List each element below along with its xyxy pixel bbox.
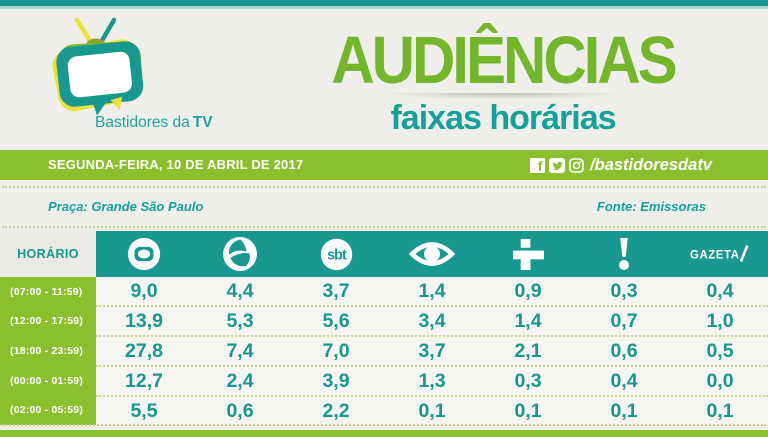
rating-value: 0,6 [610,339,638,362]
table-row: 12,7 2,4 3,9 1,3 0,3 0,4 0,0 [96,367,768,397]
dotted-divider [2,186,766,188]
rating-value: 0,4 [610,369,638,392]
time-slot-label: (18:00 - 23:59) [10,344,84,357]
band-eye-icon [409,242,455,266]
date-bar: SEGUNDA-FEIRA, 10 DE ABRIL DE 2017 f /ba… [0,150,768,180]
rating-value: 0,9 [514,279,542,302]
rating-value: 9,0 [130,279,158,302]
gazeta-wordmark-icon: GAZETA [690,245,749,262]
rating-value: 3,4 [418,309,446,332]
rating-value: 5,3 [226,309,254,332]
rating-value: 3,9 [322,369,350,392]
facebook-icon: f [530,157,546,173]
date-label: SEGUNDA-FEIRA, 10 DE ABRIL DE 2017 [48,157,304,172]
title-block: AUDIÊNCIAS faixas horárias [300,26,706,138]
rating-value: 0,1 [514,399,542,422]
table-row: 27,8 7,4 7,0 3,7 2,1 0,6 0,5 [96,337,768,367]
rating-value: 0,1 [610,399,638,422]
channel-logo-gazeta: GAZETA [672,231,768,277]
social-handle: /bastidoresdatv [590,155,712,174]
time-slot-label: (02:00 - 05:59) [10,404,84,417]
rating-value: 4,4 [226,279,254,302]
record-icon [223,237,257,271]
rating-value: 1,3 [418,369,446,392]
channel-logo-sbt: sbt [288,231,384,277]
channel-header-band: sbt [96,231,768,277]
instagram-icon [569,157,584,173]
rating-value: 27,8 [125,339,163,362]
channel-logo-redetv [576,231,672,277]
table-body: (07:00 - 11:59) (12:00 - 17:59) (18:00 -… [0,277,768,425]
brand-logo: Bastidores da TV [46,12,266,137]
globo-icon [127,237,161,271]
rating-value: 12,7 [125,369,163,392]
rating-value: 0,3 [610,279,638,302]
rating-value: 1,4 [418,279,446,302]
time-slot-label: (00:00 - 01:59) [10,374,84,387]
time-slot-column: (07:00 - 11:59) (12:00 - 17:59) (18:00 -… [0,277,96,425]
rating-value: 1,0 [706,309,734,332]
brand-name-bold: TV [192,114,213,131]
time-slot-label: (12:00 - 17:59) [10,315,84,328]
page-title: AUDIÊNCIAS [331,22,677,98]
rating-value: 3,7 [322,279,350,302]
ratings-grid: 9,0 4,4 3,7 1,4 0,9 0,3 0,4 13,9 5,3 5,6… [96,277,768,425]
rating-value: 7,0 [322,339,350,362]
fonte-label: Fonte: Emissoras [596,199,706,214]
svg-text:GAZETA: GAZETA [690,250,739,262]
channel-logo-globo [96,231,192,277]
rating-value: 13,9 [125,309,163,332]
twitter-icon [549,157,566,173]
social-block: f /bastidoresdatv [530,150,712,180]
rating-value: 0,5 [706,339,734,362]
rating-value: 0,3 [514,369,542,392]
top-teal-bar [0,0,768,6]
cultura-cross-icon [512,238,544,270]
top-teal-bar-light [0,6,768,9]
table-row: 5,5 0,6 2,2 0,1 0,1 0,1 0,1 [96,397,768,425]
rating-value: 2,4 [226,369,254,392]
table-row: 13,9 5,3 5,6 3,4 1,4 0,7 1,0 [96,307,768,337]
rating-value: 0,0 [706,369,734,392]
rating-value: 5,6 [322,309,350,332]
table-row: 9,0 4,4 3,7 1,4 0,9 0,3 0,4 [96,277,768,307]
title-shadow [328,93,678,102]
rating-value: 1,4 [514,309,542,332]
channel-logo-band [384,231,480,277]
horario-header: HORÁRIO [0,231,96,277]
dotted-divider [2,226,766,228]
rating-value: 5,5 [130,399,158,422]
praca-label: Praça: Grande São Paulo [48,199,204,214]
rating-value: 0,4 [706,279,734,302]
bottom-green-bar [0,430,768,437]
rating-value: 2,1 [514,339,542,362]
rating-value: 0,1 [418,399,446,422]
time-slot-label: (07:00 - 11:59) [10,285,83,298]
brand-wordmark: Bastidores da TV [95,114,213,132]
rating-value: 0,6 [226,399,254,422]
rating-value: 0,1 [706,399,734,422]
svg-text:f: f [538,159,543,173]
dotted-divider [2,424,766,426]
redetv-exclamation-icon [619,238,629,270]
rating-value: 3,7 [418,339,446,362]
channel-logo-cultura [480,231,576,277]
page-subtitle: faixas horárias [390,99,616,137]
table-header: HORÁRIO sbt [0,231,768,277]
rating-value: 7,4 [226,339,254,362]
sbt-icon: sbt [320,238,352,270]
rating-value: 0,7 [610,309,638,332]
svg-text:sbt: sbt [327,247,347,263]
tv-logo-icon [52,17,144,116]
rating-value: 2,2 [322,399,350,422]
channel-logo-record [192,231,288,277]
brand-name: Bastidores da [95,114,190,131]
